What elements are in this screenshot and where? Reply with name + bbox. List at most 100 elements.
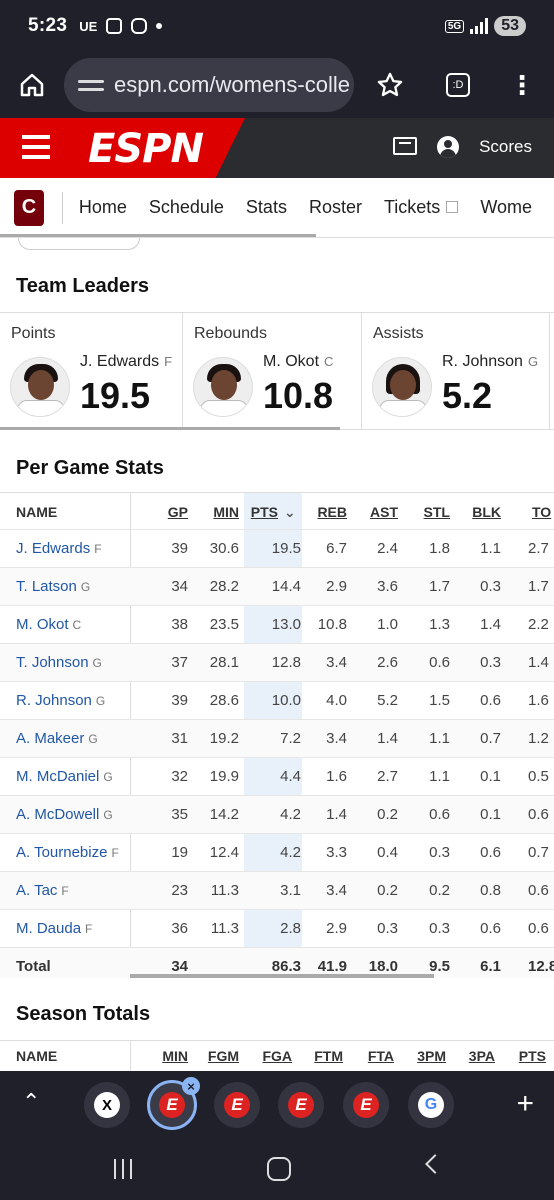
stat-to: 2.2 bbox=[528, 616, 549, 633]
stat-pts: 14.4 bbox=[271, 578, 301, 595]
leader-name[interactable]: M. Okot bbox=[263, 353, 320, 370]
col-min[interactable]: MIN bbox=[213, 504, 239, 520]
leader-card-assists[interactable]: Assists R. Johnson G 5.2 bbox=[362, 313, 550, 429]
tab-switcher-icon: :D bbox=[446, 73, 470, 97]
player-name[interactable]: T. Latson bbox=[16, 578, 77, 595]
player-name[interactable]: R. Johnson bbox=[16, 692, 92, 709]
tab-home[interactable]: Home bbox=[78, 196, 127, 217]
leader-card-points[interactable]: Points J. Edwards F 19.5 bbox=[0, 313, 183, 429]
total-label: Total bbox=[16, 948, 51, 978]
espn-logo[interactable]: ESPN bbox=[88, 126, 204, 172]
stat-gp: 36 bbox=[171, 920, 188, 937]
nav-scrollbar bbox=[0, 234, 316, 237]
col-min[interactable]: MIN bbox=[162, 1048, 188, 1064]
player-position: F bbox=[94, 542, 102, 556]
home-button-icon[interactable] bbox=[267, 1157, 291, 1181]
player-name-link[interactable]: R. Johnson G bbox=[16, 682, 105, 720]
stat-to: 0.6 bbox=[528, 882, 549, 899]
tab-tickets[interactable]: Tickets bbox=[384, 178, 459, 237]
col-to[interactable]: TO bbox=[532, 504, 552, 520]
col-stl[interactable]: STL bbox=[423, 504, 450, 520]
filter-dropdown-remnant[interactable] bbox=[18, 238, 140, 250]
stat-blk: 0.6 bbox=[480, 692, 501, 709]
player-name[interactable]: A. Tac bbox=[16, 882, 58, 899]
leader-name[interactable]: R. Johnson bbox=[442, 353, 523, 370]
col-fta[interactable]: FTA bbox=[367, 1048, 394, 1064]
col-3pa[interactable]: 3PA bbox=[468, 1048, 495, 1064]
stat-gp: 37 bbox=[171, 654, 188, 671]
new-tab-plus-icon[interactable]: + bbox=[516, 1087, 534, 1120]
player-name-link[interactable]: A. Makeer G bbox=[16, 720, 98, 758]
player-name-link[interactable]: M. McDaniel G bbox=[16, 758, 113, 796]
tab-womens[interactable]: Wome bbox=[480, 196, 532, 217]
watch-tv-icon[interactable] bbox=[393, 137, 417, 155]
tab-roster[interactable]: Roster bbox=[308, 196, 362, 217]
stat-to: 0.7 bbox=[528, 844, 549, 861]
col-reb[interactable]: REB bbox=[317, 504, 347, 520]
player-name-link[interactable]: T. Latson G bbox=[16, 568, 90, 606]
player-name[interactable]: M. McDaniel bbox=[16, 768, 100, 785]
col-gp[interactable]: GP bbox=[167, 504, 188, 520]
address-bar[interactable]: espn.com/womens-colle bbox=[64, 58, 354, 112]
player-name-link[interactable]: J. Edwards F bbox=[16, 530, 102, 568]
stat-pts: 7.2 bbox=[280, 730, 301, 747]
table-row: J. Edwards F 39 30.6 19.5 6.7 2.4 1.8 1.1 2.7 bbox=[0, 530, 554, 568]
player-name[interactable]: A. Tournebize bbox=[16, 844, 108, 861]
stat-stl: 1.7 bbox=[429, 578, 450, 595]
player-name[interactable]: M. Dauda bbox=[16, 920, 82, 937]
close-tab-icon[interactable]: × bbox=[182, 1077, 200, 1095]
player-name[interactable]: A. McDowell bbox=[16, 806, 100, 823]
col-ast[interactable]: AST bbox=[370, 504, 398, 520]
team-logo[interactable]: C bbox=[14, 189, 45, 226]
site-settings-icon[interactable] bbox=[78, 79, 104, 91]
player-name-link[interactable]: T. Johnson G bbox=[16, 644, 102, 682]
leader-name[interactable]: J. Edwards bbox=[80, 353, 160, 370]
tab-espn[interactable]: E bbox=[343, 1082, 389, 1128]
stat-to: 12.8 bbox=[528, 958, 554, 975]
scores-link[interactable]: Scores bbox=[479, 137, 532, 156]
browser-menu-button[interactable]: ⋮ bbox=[508, 52, 536, 118]
player-name-link[interactable]: A. Tac F bbox=[16, 872, 69, 910]
per-game-stats-title: Per Game Stats bbox=[16, 457, 164, 479]
stat-reb: 2.9 bbox=[326, 578, 347, 595]
player-name-link[interactable]: A. Tournebize F bbox=[16, 834, 119, 872]
tab-switcher-button[interactable]: :D bbox=[440, 52, 476, 118]
user-account-icon[interactable] bbox=[437, 136, 459, 158]
url-text: espn.com/womens-colle bbox=[114, 72, 350, 97]
player-name[interactable]: A. Makeer bbox=[16, 730, 85, 747]
tab-stats[interactable]: Stats bbox=[235, 178, 297, 237]
tab-google[interactable]: G bbox=[408, 1082, 454, 1128]
player-name[interactable]: M. Okot bbox=[16, 616, 69, 633]
back-icon[interactable] bbox=[425, 1154, 445, 1174]
tab-x[interactable]: X bbox=[84, 1082, 130, 1128]
player-name-link[interactable]: M. Okot C bbox=[16, 606, 81, 644]
chevron-up-icon[interactable]: ⌃ bbox=[22, 1089, 41, 1114]
recent-apps-icon[interactable] bbox=[114, 1159, 132, 1179]
col-pts[interactable]: PTS bbox=[250, 504, 278, 520]
player-name-link[interactable]: A. McDowell G bbox=[16, 796, 113, 834]
player-name-link[interactable]: M. Dauda F bbox=[16, 910, 92, 948]
stat-reb: 3.4 bbox=[326, 882, 347, 899]
stat-min: 12.4 bbox=[209, 844, 239, 861]
tab-espn[interactable]: E bbox=[214, 1082, 260, 1128]
player-name[interactable]: T. Johnson bbox=[16, 654, 89, 671]
leader-card-rebounds[interactable]: Rebounds M. Okot C 10.8 bbox=[183, 313, 362, 429]
espn-header: ESPN Scores bbox=[0, 118, 554, 178]
stat-min: 11.3 bbox=[210, 882, 239, 899]
tab-espn-active[interactable]: E × bbox=[147, 1077, 200, 1130]
tab-schedule[interactable]: Schedule bbox=[148, 196, 224, 217]
stat-pts: 4.2 bbox=[280, 844, 301, 861]
col-3pm[interactable]: 3PM bbox=[417, 1048, 446, 1064]
stat-ast: 0.3 bbox=[377, 920, 398, 937]
tab-espn[interactable]: E bbox=[278, 1082, 324, 1128]
col-blk[interactable]: BLK bbox=[472, 504, 501, 520]
bookmark-button[interactable] bbox=[370, 52, 410, 118]
hamburger-menu-icon[interactable] bbox=[22, 135, 50, 165]
col-fga[interactable]: FGA bbox=[262, 1048, 292, 1064]
col-ftm[interactable]: FTM bbox=[314, 1048, 343, 1064]
player-name[interactable]: J. Edwards bbox=[16, 540, 91, 557]
col-fgm[interactable]: FGM bbox=[207, 1048, 239, 1064]
table-row: M. Okot C 38 23.5 13.0 10.8 1.0 1.3 1.4 2.2 bbox=[0, 606, 554, 644]
col-pts[interactable]: PTS bbox=[518, 1048, 546, 1064]
browser-home-button[interactable] bbox=[0, 52, 64, 118]
